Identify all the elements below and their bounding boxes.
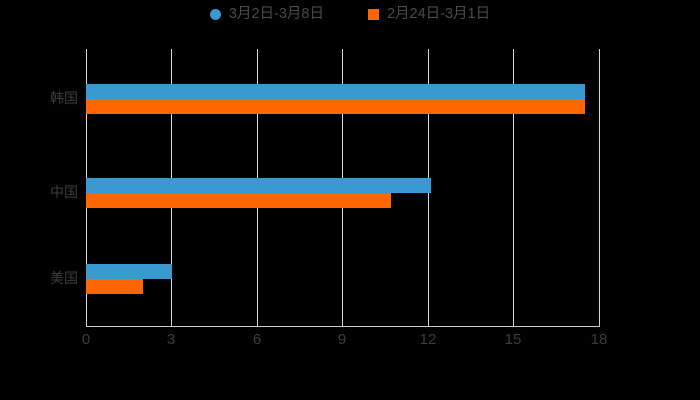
x-tick-label-6: 6	[252, 331, 262, 348]
x-tick-label-3: 3	[166, 331, 176, 348]
y-axis-label-0: 韩国	[50, 90, 78, 106]
bar-series-a-category-2[interactable]	[86, 264, 172, 279]
gridline-15	[513, 49, 514, 321]
bar-series-b-category-1[interactable]	[86, 193, 391, 208]
x-tick-label-15: 15	[504, 331, 522, 348]
chart-legend: 3月2日-3月8日 2月24日-3月1日	[0, 7, 700, 22]
x-tick-label-0: 0	[81, 331, 91, 348]
x-tick-label-9: 9	[337, 331, 347, 348]
legend-square-marker-icon	[367, 8, 379, 20]
x-tick-mark-15	[513, 321, 514, 327]
bar-series-a-category-1[interactable]	[86, 178, 431, 193]
x-tick-mark-6	[257, 321, 258, 327]
legend-label-series-b: 2月24日-3月1日	[386, 6, 491, 22]
x-tick-mark-3	[171, 321, 172, 327]
y-axis-label-2: 美国	[50, 270, 78, 286]
legend-item-series-a[interactable]: 3月2日-3月8日	[209, 6, 324, 22]
legend-item-series-b[interactable]: 2月24日-3月1日	[367, 6, 491, 22]
legend-label-series-a: 3月2日-3月8日	[228, 6, 324, 22]
legend-circle-marker-icon	[209, 8, 221, 20]
bar-series-b-category-0[interactable]	[86, 99, 585, 114]
plot-area	[86, 49, 600, 321]
x-tick-mark-12	[428, 321, 429, 327]
bar-series-a-category-0[interactable]	[86, 84, 585, 99]
y-axis-label-1: 中国	[50, 184, 78, 200]
x-tick-label-12: 12	[419, 331, 437, 348]
bar-series-b-category-2[interactable]	[86, 279, 143, 294]
gridline-18	[599, 49, 600, 321]
x-tick-mark-18	[599, 321, 600, 327]
y-axis-labels: 韩国 中国 美国	[0, 0, 78, 400]
x-tick-mark-9	[342, 321, 343, 327]
x-tick-mark-0	[86, 321, 87, 327]
x-tick-label-18: 18	[590, 331, 608, 348]
x-axis-line	[86, 326, 600, 327]
